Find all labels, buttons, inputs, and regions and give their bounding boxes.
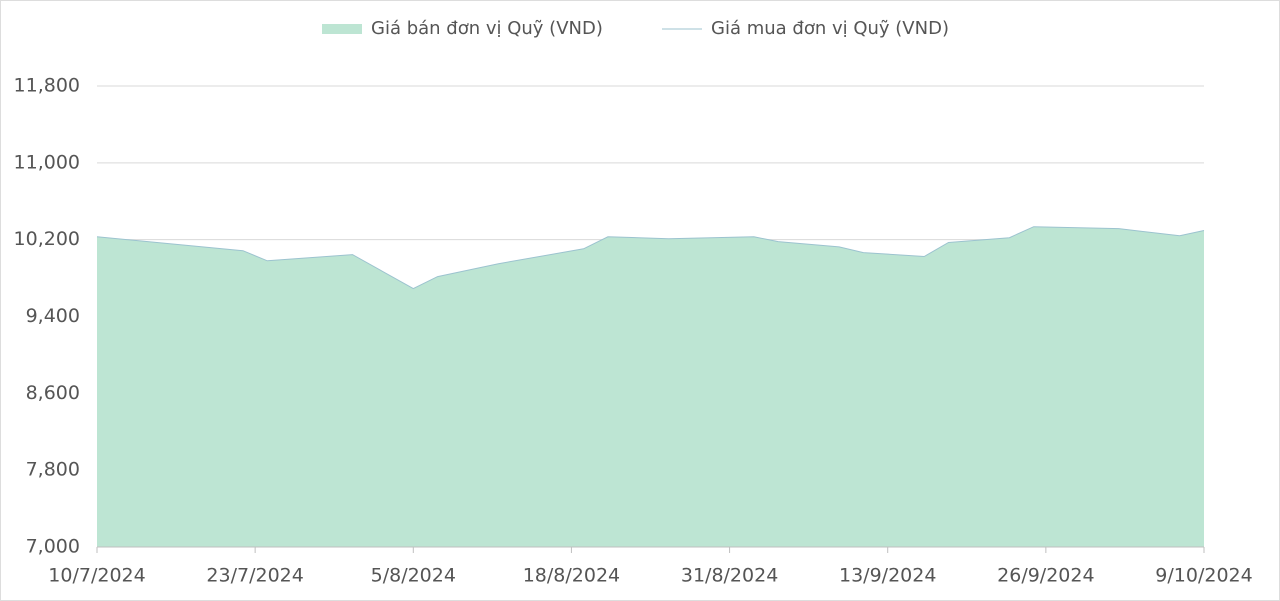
legend-label: Giá mua đơn vị Quỹ (VND) (711, 18, 949, 39)
x-tick-label: 23/7/2024 (206, 565, 303, 587)
line (96, 226, 1205, 290)
y-tick-label: 8,600 (26, 382, 80, 404)
y-tick-label: 7,800 (26, 459, 80, 481)
legend-swatch (322, 24, 362, 34)
x-tick-label: 13/9/2024 (839, 565, 936, 587)
x-tick-label: 31/8/2024 (681, 565, 778, 587)
legend-label: Giá bán đơn vị Quỹ (VND) (371, 18, 603, 39)
y-tick-label: 11,800 (14, 75, 80, 97)
y-tick-label: 11,000 (14, 151, 80, 173)
x-tick-label: 26/9/2024 (997, 565, 1094, 587)
y-tick-label: 10,200 (14, 228, 80, 250)
x-tick-label: 9/10/2024 (1155, 565, 1252, 587)
x-tick-label: 10/7/2024 (48, 565, 145, 587)
y-tick-label: 7,000 (26, 536, 80, 558)
x-tick-label: 5/8/2024 (371, 565, 456, 587)
area (97, 226, 1204, 547)
x-tick-label: 18/8/2024 (523, 565, 620, 587)
y-tick-label: 9,400 (26, 305, 80, 327)
